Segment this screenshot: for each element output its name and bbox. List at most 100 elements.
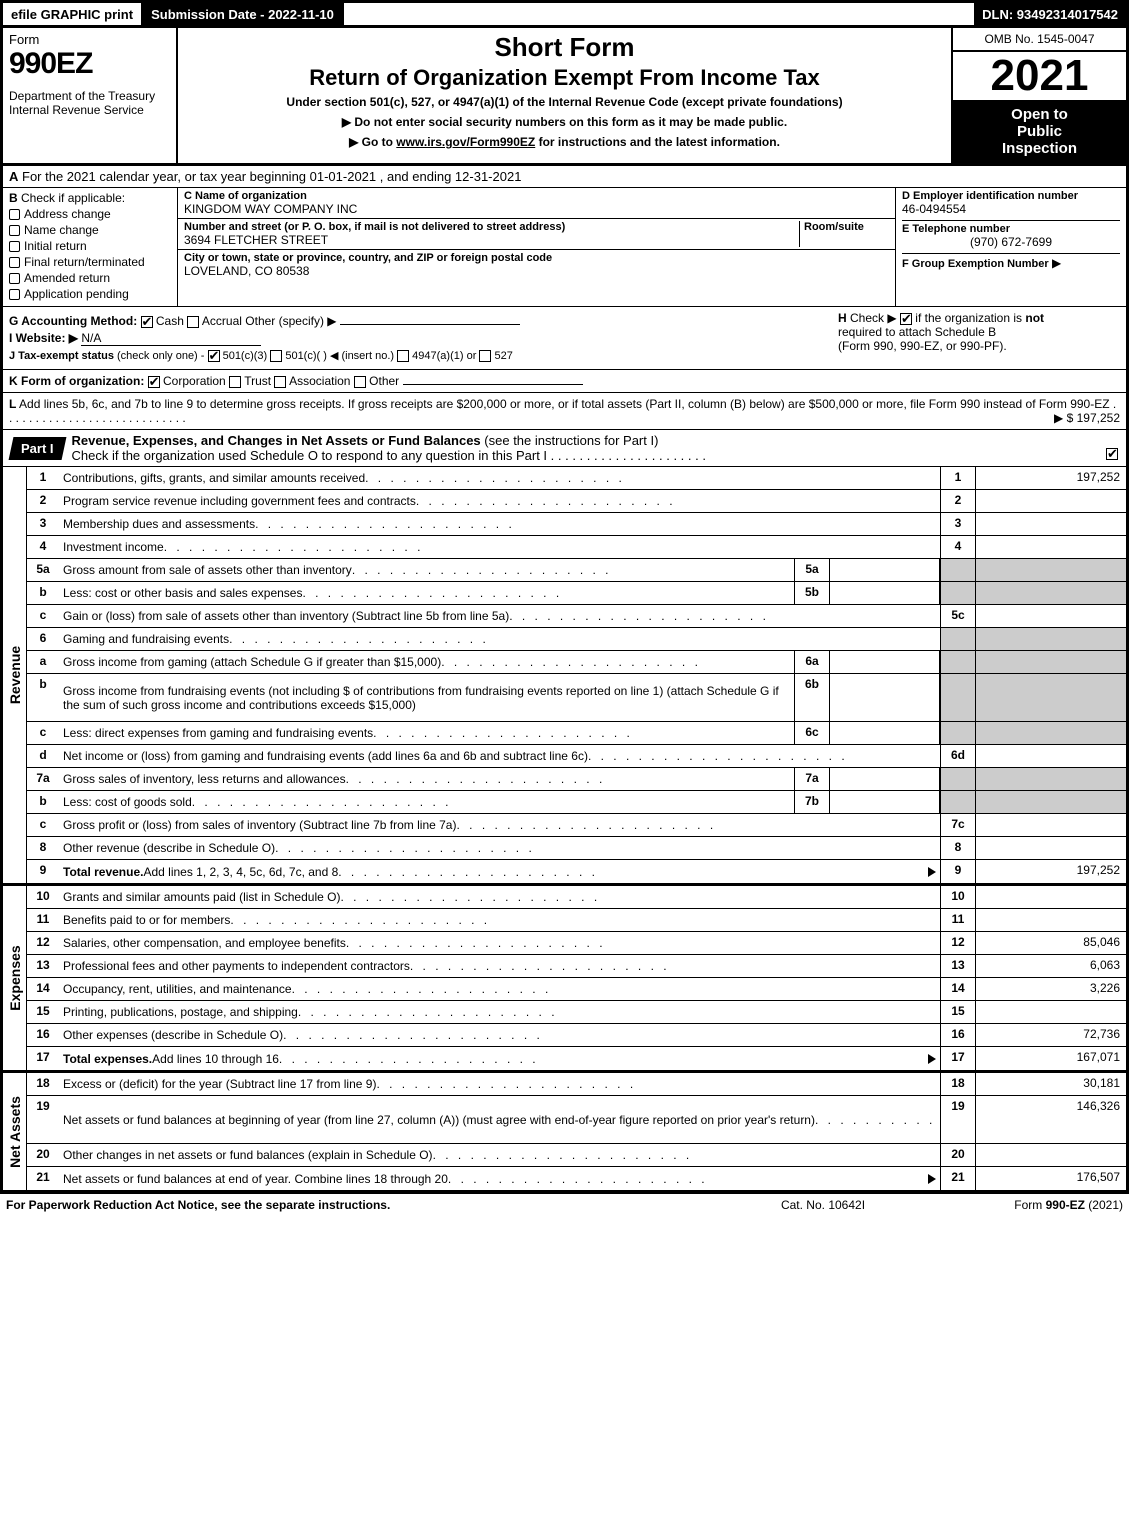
sub-line-val (830, 791, 940, 813)
arrow-icon (928, 1174, 936, 1184)
dept-label: Department of the Treasury (9, 89, 170, 103)
line-num: c (27, 722, 59, 744)
right-num: 1 (940, 467, 976, 489)
right-val (976, 1144, 1126, 1166)
footer-form: Form 990-EZ (2021) (923, 1198, 1123, 1212)
f-arrow: ▶ (1052, 256, 1061, 270)
part1-sub: Check if the organization used Schedule … (72, 448, 548, 463)
checkbox[interactable] (9, 289, 20, 300)
line-l: L Add lines 5b, 6c, and 7b to line 9 to … (0, 393, 1129, 430)
line-num: b (27, 582, 59, 604)
header-left: Form 990EZ Department of the Treasury In… (3, 28, 178, 163)
line-desc: Excess or (deficit) for the year (Subtra… (59, 1073, 940, 1095)
sub-line-num: 5a (794, 559, 830, 581)
assoc-checkbox[interactable] (274, 376, 286, 388)
form-word: Form (9, 32, 170, 47)
part1-title: Revenue, Expenses, and Changes in Net As… (64, 430, 1126, 466)
trust-checkbox[interactable] (229, 376, 241, 388)
cash-checkbox[interactable] (141, 316, 153, 328)
sub-line-num: 6a (794, 651, 830, 673)
527-label: 527 (495, 350, 513, 362)
line-j: J Tax-exempt status (check only one) - 5… (9, 349, 830, 362)
sub-line-val (830, 582, 940, 604)
open-line1: Open to (957, 106, 1122, 123)
right-num: 20 (940, 1144, 976, 1166)
assoc-label: Association (289, 374, 350, 388)
subtitle: Under section 501(c), 527, or 4947(a)(1)… (186, 95, 943, 109)
527-checkbox[interactable] (479, 350, 491, 362)
note-link: ▶ Go to www.irs.gov/Form990EZ for instru… (186, 135, 943, 149)
schedule-o-checkbox[interactable] (1106, 448, 1118, 460)
line-a-text: For the 2021 calendar year, or tax year … (22, 169, 521, 184)
corp-checkbox[interactable] (148, 376, 160, 388)
tax-year: 2021 (953, 52, 1126, 100)
line-num: b (27, 791, 59, 813)
netassets-table: Net Assets 18Excess or (deficit) for the… (0, 1070, 1129, 1193)
part1-header: Part I Revenue, Expenses, and Changes in… (0, 430, 1129, 467)
note-ssn: ▶ Do not enter social security numbers o… (186, 115, 943, 129)
line-num: 20 (27, 1144, 59, 1166)
mid-block: G Accounting Method: Cash Accrual Other … (0, 307, 1129, 370)
other-org-line[interactable] (403, 384, 583, 385)
table-row: cGross profit or (loss) from sales of in… (27, 814, 1126, 837)
checkbox[interactable] (9, 257, 20, 268)
room-suite-label: Room/suite (804, 221, 889, 233)
table-row: 3Membership dues and assessments . . . .… (27, 513, 1126, 536)
line-desc: Membership dues and assessments . . . . … (59, 513, 940, 535)
i-label: I Website: ▶ (9, 331, 78, 345)
efile-label: efile GRAPHIC print (3, 3, 143, 25)
revenue-table: Revenue 1Contributions, gifts, grants, a… (0, 467, 1129, 883)
right-num: 5c (940, 605, 976, 627)
table-row: bLess: cost of goods sold . . . . . . . … (27, 791, 1126, 814)
table-row: cGain or (loss) from sale of assets othe… (27, 605, 1126, 628)
schedule-b-checkbox[interactable] (900, 313, 912, 325)
line-num: 14 (27, 978, 59, 1000)
right-val (976, 768, 1126, 790)
right-val: 197,252 (976, 860, 1126, 883)
table-row: 10Grants and similar amounts paid (list … (27, 886, 1126, 909)
checkbox[interactable] (9, 209, 20, 220)
footer-left: For Paperwork Reduction Act Notice, see … (6, 1198, 723, 1212)
table-row: bLess: cost or other basis and sales exp… (27, 582, 1126, 605)
line-num: 7a (27, 768, 59, 790)
other-specify-line[interactable] (340, 324, 520, 325)
right-num (940, 582, 976, 604)
checkbox[interactable] (9, 241, 20, 252)
right-num: 8 (940, 837, 976, 859)
table-row: 7aGross sales of inventory, less returns… (27, 768, 1126, 791)
line-num: 2 (27, 490, 59, 512)
accrual-checkbox[interactable] (187, 316, 199, 328)
right-num: 16 (940, 1024, 976, 1046)
checkbox[interactable] (9, 273, 20, 284)
line-num: c (27, 814, 59, 836)
line-num: 6 (27, 628, 59, 650)
other-org-checkbox[interactable] (354, 376, 366, 388)
line-num: 5a (27, 559, 59, 581)
right-num (940, 722, 976, 744)
line-num: 10 (27, 886, 59, 908)
table-row: 17Total expenses. Add lines 10 through 1… (27, 1047, 1126, 1070)
right-num: 11 (940, 909, 976, 931)
g-label: G Accounting Method: (9, 314, 137, 328)
table-row: 15Printing, publications, postage, and s… (27, 1001, 1126, 1024)
accrual-label: Accrual (202, 314, 242, 328)
line-num: 8 (27, 837, 59, 859)
checkbox[interactable] (9, 225, 20, 236)
501c-checkbox[interactable] (270, 350, 282, 362)
line-desc: Less: direct expenses from gaming and fu… (59, 722, 794, 744)
c-name-label: C Name of organization (184, 190, 889, 202)
table-row: 8Other revenue (describe in Schedule O) … (27, 837, 1126, 860)
501c3-checkbox[interactable] (208, 350, 220, 362)
4947-checkbox[interactable] (397, 350, 409, 362)
c-city-cell: City or town, state or province, country… (178, 250, 895, 280)
line-desc: Gross amount from sale of assets other t… (59, 559, 794, 581)
irs-label: Internal Revenue Service (9, 103, 170, 117)
open-line2: Public (957, 123, 1122, 140)
line-desc: Total expenses. Add lines 10 through 16 … (59, 1047, 940, 1070)
line-num: 21 (27, 1167, 59, 1190)
expenses-vert-label: Expenses (3, 886, 27, 1070)
other-org-label: Other (369, 374, 399, 388)
dln-label: DLN: 93492314017542 (974, 3, 1126, 25)
line-desc: Printing, publications, postage, and shi… (59, 1001, 940, 1023)
part1-hint: (see the instructions for Part I) (484, 433, 658, 448)
